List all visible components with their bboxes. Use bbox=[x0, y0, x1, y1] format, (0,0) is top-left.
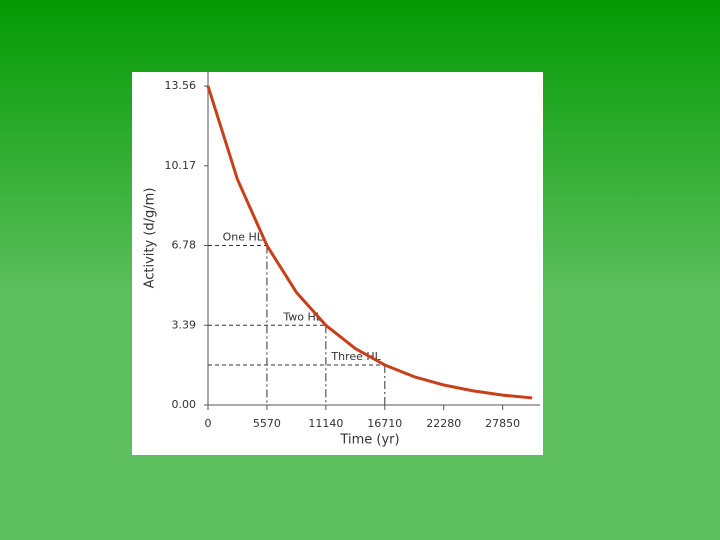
x-tick-label: 5570 bbox=[253, 417, 281, 430]
y-tick-label: 0.00 bbox=[172, 398, 197, 411]
y-axis-label: Activity (d/g/m) bbox=[143, 188, 158, 289]
y-tick-label: 10.17 bbox=[165, 159, 197, 172]
x-tick-label: 22280 bbox=[426, 417, 461, 430]
y-tick-label: 3.39 bbox=[172, 318, 197, 331]
annotation: Three HL bbox=[330, 350, 381, 363]
x-axis-label: Time (yr) bbox=[339, 433, 399, 448]
annotation: One HL bbox=[223, 231, 264, 244]
x-tick-label: 27850 bbox=[485, 417, 520, 430]
y-tick-label: 6.78 bbox=[172, 239, 197, 252]
y-tick-label: 13.56 bbox=[165, 79, 197, 92]
annotation: Two HL bbox=[282, 310, 322, 323]
decay-curve bbox=[206, 85, 533, 400]
x-tick-label: 0 bbox=[205, 417, 212, 430]
x-tick-label: 16710 bbox=[367, 417, 402, 430]
x-tick-label: 11140 bbox=[308, 417, 343, 430]
